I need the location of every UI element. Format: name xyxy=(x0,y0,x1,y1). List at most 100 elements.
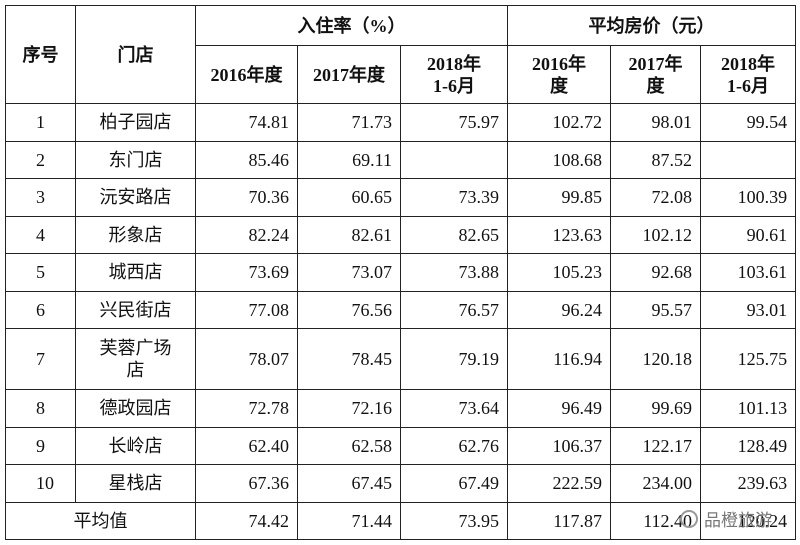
table-cell: 99.85 xyxy=(507,178,612,217)
table-cell: 122.17 xyxy=(610,426,702,465)
table-row: 1 柏子园店 74.81 71.73 75.97 102.72 98.01 99.54 xyxy=(5,103,797,142)
table-row: 7 芙蓉广场店 78.07 78.45 79.19 116.94 120.18 125.75 xyxy=(5,328,797,390)
header-cell: 平均房价（元） xyxy=(507,5,797,46)
table-cell: 102.72 xyxy=(507,103,612,142)
table-cell: 平均值 xyxy=(5,501,196,540)
table-cell xyxy=(700,140,797,179)
table-row: 3 沅安路店 70.36 60.65 73.39 99.85 72.08 100.39 xyxy=(5,178,797,217)
table-cell: 85.46 xyxy=(195,140,298,179)
header-cell: 入住率（%） xyxy=(194,5,509,46)
table-cell: 星栈店 xyxy=(75,464,196,503)
table-cell: 2 xyxy=(5,140,76,179)
table-cell: 东门店 xyxy=(75,140,196,179)
table-cell: 3 xyxy=(5,178,76,217)
table-cell: 82.24 xyxy=(195,215,298,254)
table-row: 8 德政园店 72.78 72.16 73.64 96.49 99.69 101.13 xyxy=(5,389,797,428)
table-cell: 67.49 xyxy=(399,464,509,503)
table-cell: 82.65 xyxy=(399,215,509,254)
table-cell: 60.65 xyxy=(297,178,401,217)
table-cell: 73.07 xyxy=(297,253,401,292)
table-cell: 8 xyxy=(5,389,76,428)
table-cell: 76.56 xyxy=(297,290,401,329)
table-cell: 73.39 xyxy=(399,178,509,217)
table-cell: 78.07 xyxy=(195,328,298,390)
table-cell: 城西店 xyxy=(75,253,196,292)
table-cell: 96.49 xyxy=(507,389,612,428)
table-row: 9 长岭店 62.40 62.58 62.76 106.37 122.17 128.49 xyxy=(5,426,797,465)
store-name: 德政园店 xyxy=(99,398,172,419)
table-cell: 74.81 xyxy=(195,103,298,142)
table-cell: 4 xyxy=(5,215,76,254)
store-name: 东门店 xyxy=(108,149,163,170)
table-cell: 形象店 xyxy=(75,215,196,254)
table-cell: 73.64 xyxy=(399,389,509,428)
table-cell: 9 xyxy=(5,426,76,465)
table-cell: 78.45 xyxy=(297,328,401,390)
store-name: 长岭店 xyxy=(108,435,163,456)
table-cell: 92.68 xyxy=(610,253,702,292)
table-cell: 67.45 xyxy=(297,464,401,503)
table-cell: 99.54 xyxy=(700,103,797,142)
table-cell: 77.08 xyxy=(195,290,298,329)
table-cell: 73.95 xyxy=(399,501,509,540)
table-cell: 102.12 xyxy=(610,215,702,254)
table-cell: 沅安路店 xyxy=(75,178,196,217)
table-cell: 108.68 xyxy=(507,140,612,179)
table-cell: 98.01 xyxy=(610,103,702,142)
header-cell: 2017年度 xyxy=(297,45,401,104)
table-cell: 90.61 xyxy=(700,215,797,254)
table-cell: 234.00 xyxy=(610,464,702,503)
table-cell: 75.97 xyxy=(399,103,509,142)
watermark: 品橙旅游 xyxy=(680,506,772,531)
table-cell: 103.61 xyxy=(700,253,797,292)
table-row: 5 城西店 73.69 73.07 73.88 105.23 92.68 103.61 xyxy=(5,253,797,292)
table-row: 4 形象店 82.24 82.61 82.65 123.63 102.12 90.61 xyxy=(5,215,797,254)
store-name: 星栈店 xyxy=(108,473,163,494)
table-row: 6 兴民街店 77.08 76.56 76.57 96.24 95.57 93.01 xyxy=(5,290,797,329)
table-cell: 116.94 xyxy=(507,328,612,390)
table-cell: 87.52 xyxy=(610,140,702,179)
table-cell: 62.40 xyxy=(195,426,298,465)
table-cell: 93.01 xyxy=(700,290,797,329)
table-cell: 117.87 xyxy=(507,501,612,540)
table-cell: 125.75 xyxy=(700,328,797,390)
data-table: 序号 门店 入住率（%） 平均房价（元） 2016年度 2017年度 2018年 1… xyxy=(5,5,797,540)
store-name: 柏子园店 xyxy=(99,112,172,133)
table-cell: 71.73 xyxy=(297,103,401,142)
table-cell: 72.08 xyxy=(610,178,702,217)
table-cell: 72.78 xyxy=(195,389,298,428)
table-cell: 95.57 xyxy=(610,290,702,329)
table-cell: 79.19 xyxy=(399,328,509,390)
table-cell: 1 xyxy=(5,103,76,142)
header-cell: 序号 xyxy=(5,5,76,104)
table-cell: 69.11 xyxy=(297,140,401,179)
header-cell: 2016年 度 xyxy=(507,45,612,104)
store-name: 沅安路店 xyxy=(99,187,172,208)
header-cell: 2016年度 xyxy=(195,45,298,104)
table-cell: 6 xyxy=(5,290,76,329)
average-row: 平均值 74.42 71.44 73.95 117.87 112.40 120.24 xyxy=(5,501,797,540)
table-cell: 105.23 xyxy=(507,253,612,292)
table-cell: 222.59 xyxy=(507,464,612,503)
table-cell: 柏子园店 xyxy=(75,103,196,142)
table-cell: 5 xyxy=(5,253,76,292)
table-cell: 73.88 xyxy=(399,253,509,292)
table-cell: 62.76 xyxy=(399,426,509,465)
table-cell: 长岭店 xyxy=(75,426,196,465)
store-name: 形象店 xyxy=(108,224,163,245)
table-cell: 101.13 xyxy=(700,389,797,428)
table-cell: 76.57 xyxy=(399,290,509,329)
table-cell: 芙蓉广场店 xyxy=(75,328,196,390)
header-cell: 2018年 1-6月 xyxy=(399,45,509,104)
store-name: 芙蓉广场店 xyxy=(99,338,172,380)
store-name: 城西店 xyxy=(108,262,163,283)
table-cell xyxy=(399,140,509,179)
table-cell: 100.39 xyxy=(700,178,797,217)
table-cell: 74.42 xyxy=(195,501,298,540)
header-cell: 2017年 度 xyxy=(610,45,702,104)
header-cell: 门店 xyxy=(75,5,196,104)
table-cell: 106.37 xyxy=(507,426,612,465)
table-row: 10 星栈店 67.36 67.45 67.49 222.59 234.00 239.63 xyxy=(5,464,797,503)
header-cell: 2018年 1-6月 xyxy=(700,45,797,104)
